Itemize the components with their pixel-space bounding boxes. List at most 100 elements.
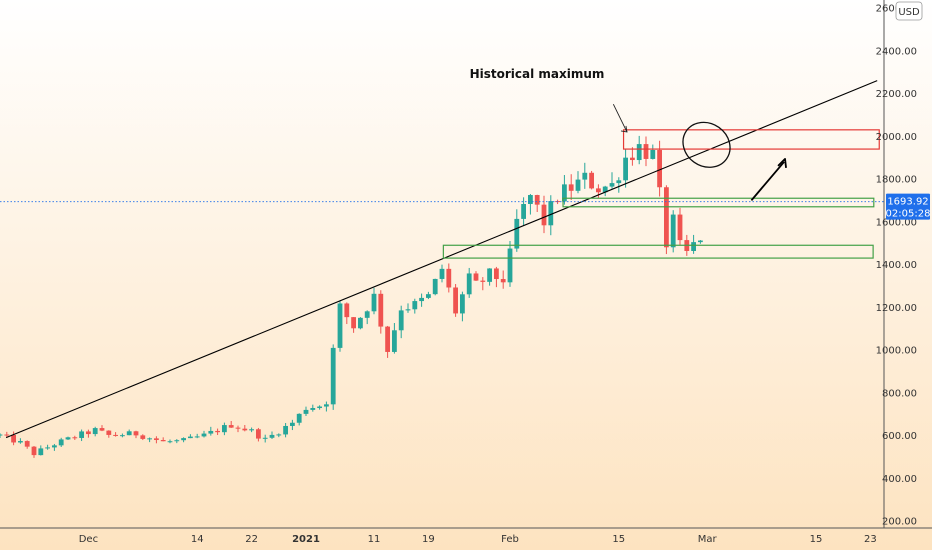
candle-body — [568, 184, 574, 191]
candle-body — [487, 268, 492, 282]
candle-body — [113, 434, 118, 436]
candle-body — [106, 430, 112, 435]
annotation-arrow-shaft — [612, 103, 628, 133]
time-axis[interactable]: Dec 14 22 2021 11 19 Feb 15 Mar 15 23 — [0, 527, 932, 545]
last-price-badge: 1693.92 02:05:28 — [886, 193, 930, 220]
candle-body — [412, 301, 418, 310]
candle-body — [385, 326, 390, 352]
candle-body — [65, 437, 71, 440]
candle-body — [228, 425, 234, 428]
candle-body — [453, 287, 458, 314]
candle-body — [140, 435, 146, 439]
currency-button[interactable]: USD — [895, 1, 923, 21]
candle-body — [18, 441, 23, 443]
projection-arrow-head — [777, 157, 787, 168]
candle-body — [0, 434, 3, 436]
candle-body — [31, 446, 37, 456]
candle-body — [38, 448, 44, 456]
candle-body — [562, 184, 567, 202]
resistance-zone — [622, 129, 880, 150]
projection-arrow-shaft — [750, 161, 785, 201]
x-tick-label: 15 — [810, 534, 823, 545]
support-zone-lower — [442, 244, 874, 259]
x-tick-label: 15 — [612, 534, 625, 545]
trendline — [5, 80, 878, 439]
candle-body — [460, 294, 465, 314]
candle-body — [541, 204, 547, 226]
candle-body — [480, 280, 486, 282]
x-tick-label: Feb — [501, 534, 519, 545]
candle-body — [616, 180, 622, 184]
y-tick-label: 1800.00 — [876, 175, 917, 186]
y-tick-label: 200.00 — [882, 517, 917, 528]
candle-body — [174, 440, 180, 442]
plot-area[interactable]: Historical maximum — [0, 67, 884, 458]
y-tick-label: 2400.00 — [876, 46, 917, 57]
candle-body — [358, 317, 363, 329]
candle-body — [473, 273, 479, 281]
x-tick-label: 2021 — [292, 534, 320, 545]
candle-body — [337, 303, 343, 348]
candle-body — [201, 433, 207, 437]
candle-body — [58, 439, 64, 446]
candle-body — [670, 214, 676, 248]
candle-body — [643, 144, 649, 159]
candle-body — [657, 149, 662, 188]
candle-body — [208, 430, 214, 434]
candle-body — [222, 425, 227, 433]
candle-body — [405, 309, 411, 311]
x-tick-labels: Dec 14 22 2021 11 19 Feb 15 Mar 15 23 — [79, 534, 877, 545]
historical-max-ellipse — [682, 121, 731, 168]
x-tick-label: Mar — [698, 534, 718, 545]
y-tick-label: 2200.00 — [876, 89, 917, 100]
candle-body — [500, 279, 506, 283]
y-tick-label: 600.00 — [882, 431, 917, 442]
candle-body — [147, 438, 152, 440]
candle-body — [664, 187, 669, 248]
candle-body — [181, 438, 186, 441]
y-tick-label: 1400.00 — [876, 260, 917, 271]
candle-body — [79, 431, 84, 438]
candle-body — [167, 441, 173, 443]
candle-body — [364, 311, 370, 318]
candle-body — [698, 240, 703, 243]
candle-body — [256, 429, 261, 439]
candle-body — [215, 430, 220, 433]
candle-body — [160, 440, 166, 442]
candle-body — [317, 406, 322, 409]
last-price-badge-bg — [886, 193, 930, 220]
candle-body — [269, 434, 275, 438]
candle-body — [596, 188, 601, 193]
candle-body — [650, 149, 656, 159]
candle-body — [72, 437, 78, 439]
candle-body — [242, 428, 248, 431]
candle-body — [11, 434, 16, 443]
annotation-historical-maximum: Historical maximum — [470, 67, 605, 81]
candle-body — [575, 179, 581, 191]
candle-body — [344, 303, 350, 318]
candle-body — [330, 347, 336, 405]
candle-body — [521, 204, 526, 219]
candle-body — [528, 195, 533, 205]
currency-button-bg — [895, 1, 923, 21]
x-tick-label: 11 — [368, 534, 381, 545]
y-tick-label: 1600.00 — [876, 217, 917, 228]
candle-body — [276, 434, 282, 436]
candle-body — [636, 144, 642, 161]
candle-body — [310, 408, 316, 410]
projection-arrow — [750, 157, 787, 201]
y-tick-label: 1200.00 — [876, 303, 917, 314]
x-tick-label: 19 — [422, 534, 435, 545]
candle-body — [235, 427, 241, 429]
candle-body — [609, 183, 615, 187]
x-tick-label: 23 — [864, 534, 877, 545]
price-axis[interactable]: 200.00 400.00 600.00 800.00 1000.00 1200.00 14… — [876, 0, 931, 528]
candle-body — [392, 330, 397, 352]
candles — [0, 135, 703, 458]
y-tick-label: 400.00 — [882, 474, 917, 485]
candle-body — [126, 431, 132, 436]
candle-body — [630, 157, 635, 161]
candle-body — [303, 409, 309, 414]
candle-body — [432, 278, 438, 295]
